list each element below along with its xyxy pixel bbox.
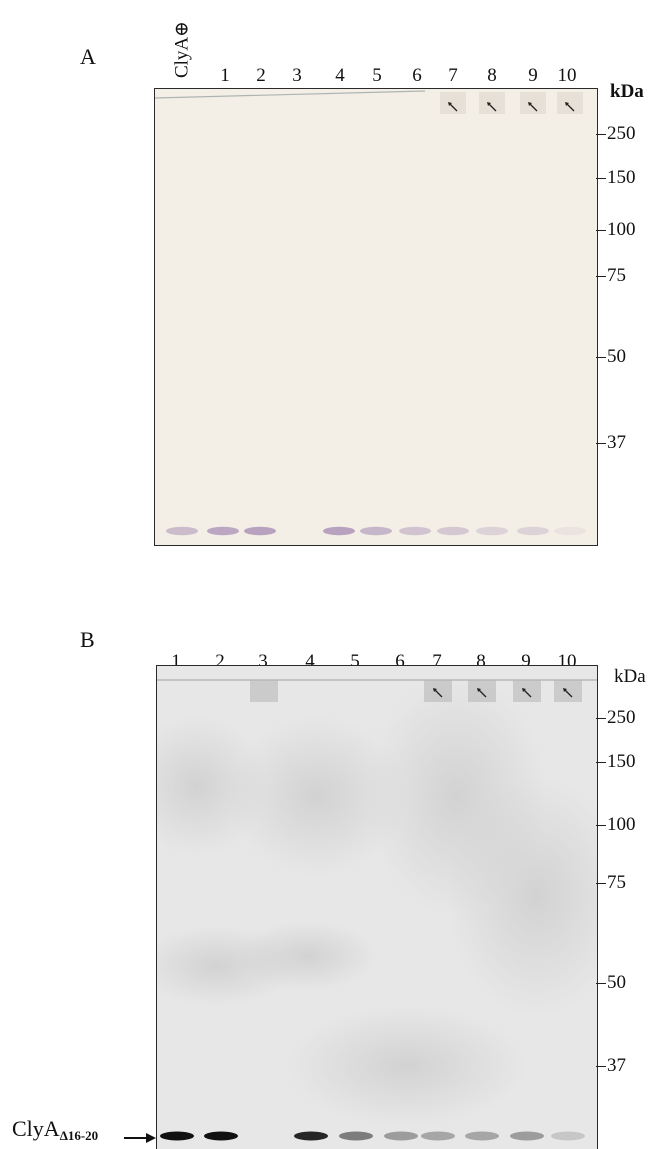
panel-b-band xyxy=(465,1131,499,1141)
arrow-icon xyxy=(566,103,575,112)
panel-a-band xyxy=(554,526,586,536)
panel-b-band xyxy=(339,1131,373,1141)
panel-a-band xyxy=(244,526,276,536)
panel-a-high-mw-smear xyxy=(557,92,583,114)
panel-a-lane-label: 4 xyxy=(335,65,345,86)
panel-b-band xyxy=(510,1131,544,1141)
panel-a-letter: A xyxy=(80,44,96,69)
panel-b-marker: 250 xyxy=(596,708,636,727)
panel-b-marker: 50 xyxy=(596,973,626,992)
panel-b-marker: 100 xyxy=(596,815,636,834)
panel-b-band xyxy=(551,1131,585,1141)
arrow-icon xyxy=(564,689,573,698)
panel-a-marker: 150 xyxy=(596,168,636,187)
arrow-icon xyxy=(522,688,526,692)
panel-a-marker: 75 xyxy=(596,266,626,285)
arrow-icon xyxy=(448,102,452,106)
panel-b-marker: 150 xyxy=(596,752,636,771)
clya-band-label: ClyAΔ16-20 xyxy=(12,1116,99,1143)
panel-a-high-mw-smear xyxy=(479,92,505,114)
panel-a-lane-label-clya: ClyA⊕ xyxy=(171,20,193,79)
arrow-icon xyxy=(449,103,458,112)
arrow-icon xyxy=(488,103,497,112)
panel-b-high-mw-smear xyxy=(554,680,582,702)
panel-b-background-smear xyxy=(237,921,377,991)
panel-a-band xyxy=(399,526,431,536)
arrow-icon xyxy=(433,688,437,692)
arrow-icon xyxy=(434,689,443,698)
panel-b-marker: 75 xyxy=(596,873,626,892)
clya-band-arrow-icon xyxy=(124,1133,156,1143)
panel-a-gel-graphic xyxy=(155,90,586,536)
panel-b-lane-label: 6 xyxy=(395,651,405,672)
panel-b-marker: 37 xyxy=(596,1056,626,1075)
panel-b-band xyxy=(204,1131,238,1141)
panel-b-lane-label: 3 xyxy=(258,651,268,672)
arrow-icon xyxy=(523,689,532,698)
panel-b-band xyxy=(160,1131,194,1141)
panel-a-lane-label: 10 xyxy=(557,65,577,86)
panel-b-high-mw-smear xyxy=(468,680,496,702)
panel-b-letter: B xyxy=(80,627,95,652)
panel-a-marker: 50 xyxy=(596,347,626,366)
panel-a-high-mw-smear xyxy=(440,92,466,114)
panel-a-band xyxy=(476,526,508,536)
panel-b-gel-image xyxy=(156,665,598,1149)
panel-a-band xyxy=(323,526,355,536)
panel-b-lane-label: 5 xyxy=(350,651,360,672)
panel-a-marker: 37 xyxy=(596,433,626,452)
panel-a-high-mw-smear xyxy=(520,92,546,114)
panel-b-background-smear xyxy=(287,1006,527,1126)
panel-b-high-mw-smear xyxy=(250,680,278,702)
panel-a-marker: 250 xyxy=(596,124,636,143)
arrow-icon xyxy=(478,689,487,698)
panel-b-high-mw-smear xyxy=(424,680,452,702)
panel-b-lane-label: 7 xyxy=(432,651,442,672)
panel-a-band xyxy=(517,526,549,536)
panel-a-lane-label: 3 xyxy=(292,65,302,86)
panel-b-lane-label: 8 xyxy=(476,651,486,672)
panel-a-lane-label: 6 xyxy=(412,65,422,86)
panel-a-band xyxy=(360,526,392,536)
panel-a-lane-label: 7 xyxy=(448,65,458,86)
panel-a-lane-label: 9 xyxy=(528,65,538,86)
panel-b-band xyxy=(384,1131,418,1141)
panel-a-band xyxy=(207,526,239,536)
panel-a-marker: 100 xyxy=(596,220,636,239)
panel-b-background-smear xyxy=(447,776,597,1016)
panel-b-lane-label: 2 xyxy=(215,651,225,672)
panel-b-lane-label: 1 xyxy=(171,651,181,672)
panel-a-band xyxy=(166,526,198,536)
panel-b-lane-label: 4 xyxy=(305,651,315,672)
panel-b-kda-label: kDa xyxy=(614,666,646,687)
panel-b-gel-graphic xyxy=(157,676,597,1141)
arrow-icon xyxy=(487,102,491,106)
panel-b-band xyxy=(294,1131,328,1141)
panel-a-kda-label: kDa xyxy=(610,81,644,102)
panel-b-high-mw-smear xyxy=(513,680,541,702)
panel-a-gel-image xyxy=(154,88,598,546)
arrow-icon xyxy=(529,103,538,112)
panel-a-band xyxy=(437,526,469,536)
panel-b-lane-label: 9 xyxy=(521,651,531,672)
arrow-icon xyxy=(565,102,569,106)
panel-b-band xyxy=(421,1131,455,1141)
arrow-icon xyxy=(563,688,567,692)
panel-a-lane-label: 8 xyxy=(487,65,497,86)
arrow-icon xyxy=(528,102,532,106)
panel-a-lane-label: 2 xyxy=(256,65,266,86)
panel-a-lane-label: 1 xyxy=(220,65,230,86)
panel-a-well-line xyxy=(155,90,426,99)
panel-b-background-smear xyxy=(227,716,407,876)
arrow-icon xyxy=(477,688,481,692)
panel-a-lane-label: 5 xyxy=(372,65,382,86)
